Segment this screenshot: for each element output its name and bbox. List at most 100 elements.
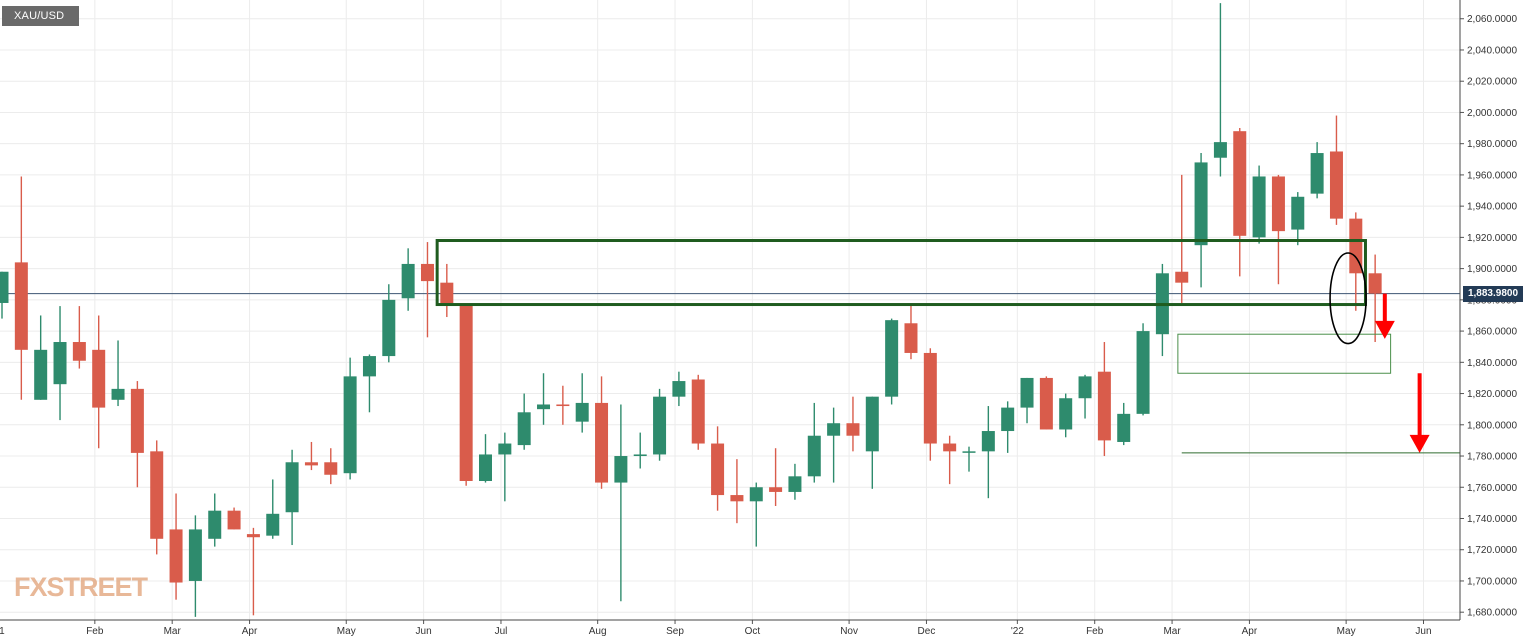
- candle-body-bearish: [150, 451, 164, 539]
- candle-body-bullish: [401, 263, 415, 299]
- candle-body-bearish: [556, 404, 570, 407]
- x-tick-label: Aug: [589, 626, 607, 637]
- x-tick-label: '21: [0, 626, 5, 637]
- y-tick-label: 1,920.0000: [1467, 233, 1517, 244]
- candles: [0, 3, 1382, 617]
- candle-body-bullish: [614, 456, 628, 483]
- candle-body-bearish: [130, 388, 144, 453]
- candle-body-bearish: [1329, 151, 1343, 219]
- x-tick-label: Jun: [416, 626, 432, 637]
- candle-body-bullish: [0, 271, 9, 303]
- candle-body-bullish: [885, 320, 899, 397]
- candle-body-bearish: [420, 263, 434, 282]
- down-arrow-head: [1374, 320, 1395, 339]
- candle-body-bullish: [807, 435, 821, 477]
- candle-body-bullish: [208, 510, 222, 539]
- x-tick-label: Apr: [1242, 626, 1258, 637]
- candle-body-bearish: [730, 495, 744, 502]
- candle-body-bullish: [343, 376, 357, 474]
- x-tick-label: May: [1337, 626, 1356, 637]
- chart-grid: [0, 0, 1460, 620]
- y-tick-label: 1,840.0000: [1467, 358, 1517, 369]
- y-tick-label: 1,800.0000: [1467, 420, 1517, 431]
- candle-body-bearish: [1368, 273, 1382, 294]
- y-tick-label: 1,680.0000: [1467, 608, 1517, 619]
- candle-body-bullish: [537, 404, 551, 410]
- candle-body-bullish: [111, 388, 125, 400]
- x-tick-label: Oct: [745, 626, 761, 637]
- y-tick-label: 2,060.0000: [1467, 14, 1517, 25]
- x-tick-label: May: [337, 626, 356, 637]
- candle-body-bullish: [1001, 407, 1015, 432]
- x-tick-label: Jun: [1415, 626, 1431, 637]
- candle-body-bullish: [1213, 142, 1227, 158]
- candle-body-bullish: [962, 451, 976, 453]
- resistance-zone-box: [435, 239, 1367, 307]
- candle-body-bullish: [1291, 196, 1305, 230]
- candle-body-bullish: [865, 396, 879, 452]
- y-tick-label: 1,700.0000: [1467, 576, 1517, 587]
- support-zone-box: [1177, 333, 1392, 374]
- x-tick-label: Feb: [86, 626, 104, 637]
- candle-body-bullish: [362, 356, 376, 377]
- y-tick-label: 1,940.0000: [1467, 202, 1517, 213]
- x-tick-label: Sep: [666, 626, 684, 637]
- candle-body-bearish: [72, 342, 86, 361]
- y-tick-label: 1,860.0000: [1467, 327, 1517, 338]
- candle-body-bullish: [188, 529, 202, 581]
- x-tick-label: Feb: [1086, 626, 1104, 637]
- y-tick-label: 1,740.0000: [1467, 514, 1517, 525]
- candle-body-bullish: [788, 476, 802, 492]
- candle-body-bearish: [1175, 271, 1189, 283]
- x-tick-label: Dec: [918, 626, 936, 637]
- candle-body-bullish: [53, 342, 67, 385]
- y-tick-label: 1,780.0000: [1467, 452, 1517, 463]
- candle-body-bullish: [479, 454, 492, 482]
- candle-body-bullish: [517, 412, 531, 446]
- candle-body-bullish: [672, 381, 686, 397]
- candle-body-bullish: [34, 349, 48, 400]
- candle-body-bullish: [382, 299, 396, 357]
- symbol-badge: XAU/USD: [2, 6, 79, 26]
- candle-body-bearish: [943, 443, 957, 452]
- candle-body-bearish: [92, 349, 106, 408]
- candle-body-bullish: [653, 396, 667, 455]
- candle-body-bullish: [498, 443, 512, 455]
- annotation-layer-front: [435, 239, 1460, 454]
- candle-body-bearish: [1271, 176, 1285, 232]
- candle-body-bearish: [246, 534, 260, 538]
- candle-body-bearish: [1039, 377, 1053, 430]
- candle-body-bullish: [827, 423, 841, 436]
- y-tick-label: 1,720.0000: [1467, 545, 1517, 556]
- x-tick-label: Mar: [164, 626, 182, 637]
- candle-body-bearish: [923, 352, 937, 444]
- candle-body-bullish: [633, 454, 647, 457]
- y-tick-label: 1,760.0000: [1467, 483, 1517, 494]
- candle-body-bearish: [459, 304, 473, 482]
- candle-body-bullish: [1020, 377, 1034, 408]
- candle-body-bearish: [691, 379, 705, 444]
- candle-body-bullish: [981, 431, 995, 452]
- x-tick-label: Nov: [840, 626, 858, 637]
- candle-body-bearish: [769, 487, 783, 492]
- y-tick-label: 1,820.0000: [1467, 389, 1517, 400]
- candle-body-bullish: [285, 462, 299, 513]
- candle-body-bullish: [266, 513, 280, 536]
- candle-body-bearish: [1097, 371, 1111, 441]
- highlight-ellipse: [1329, 252, 1367, 345]
- candle-body-bearish: [1349, 218, 1363, 274]
- time-axis: '21 Feb Mar Apr May Jun Jul Aug Sep Oct Nov Dec '22 F…: [0, 619, 1460, 637]
- candle-body-bullish: [749, 487, 763, 502]
- candle-body-bearish: [169, 529, 183, 583]
- candle-body-bearish: [711, 443, 725, 496]
- x-tick-label: Mar: [1163, 626, 1181, 637]
- x-tick-label: Apr: [242, 626, 258, 637]
- down-arrow-head: [1409, 434, 1430, 453]
- fxstreet-logo: FXSTREET: [14, 572, 148, 602]
- y-tick-label: 2,020.0000: [1467, 77, 1517, 88]
- candle-body-bearish: [595, 402, 609, 483]
- y-tick-label: 1,980.0000: [1467, 139, 1517, 150]
- candle-body-bullish: [1136, 331, 1150, 414]
- candle-body-bearish: [227, 510, 241, 530]
